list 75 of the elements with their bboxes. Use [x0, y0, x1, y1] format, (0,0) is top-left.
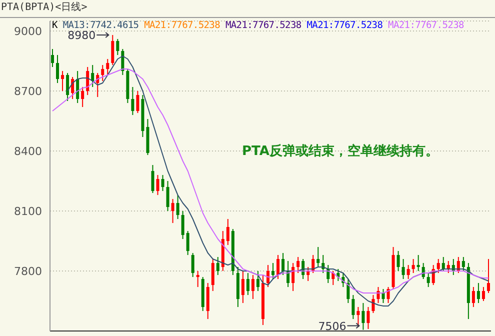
annotation: 7506: [318, 320, 346, 333]
y-tick-label: 8400: [14, 144, 42, 158]
candlestick: [216, 256, 220, 276]
candlestick: [372, 294, 375, 314]
candlestick: [186, 230, 190, 256]
candlestick: [196, 270, 200, 288]
candlestick: [356, 306, 360, 328]
candlestick: [416, 254, 420, 272]
candlestick: [156, 174, 160, 196]
candlestick: [282, 252, 285, 276]
candlestick: [276, 254, 280, 280]
candlestick: [332, 270, 335, 286]
annotation: MA21:7767.5238: [306, 20, 384, 31]
candlestick: [482, 286, 485, 302]
y-tick-label: 8700: [14, 84, 42, 98]
annotation: MA21:7767.5238: [144, 20, 222, 31]
candlestick: [412, 258, 415, 274]
candlestick: [211, 258, 214, 292]
annotation: MA21:7767.5238: [225, 20, 302, 31]
candlestick: [191, 252, 194, 278]
candlestick: [241, 270, 244, 304]
candlestick: [171, 198, 174, 224]
candlestick: [206, 282, 210, 320]
candlestick: [226, 218, 230, 246]
candlestick: [386, 286, 390, 304]
candlestick: [406, 264, 410, 280]
candlestick: [296, 256, 300, 274]
candlestick: [346, 278, 350, 304]
candlestick: [462, 256, 465, 272]
candlestick: [436, 258, 440, 274]
candlestick: [476, 282, 480, 304]
candlestick: [442, 256, 445, 272]
candlestick: [166, 180, 170, 212]
candlestick: [181, 210, 184, 240]
candlestick: [472, 286, 475, 308]
annotation: K: [52, 20, 58, 31]
candlestick: [91, 64, 94, 88]
candlestick: [161, 174, 164, 192]
candlestick: [56, 54, 60, 84]
candlestick: [151, 164, 154, 194]
candlestick: [272, 262, 274, 280]
y-tick-label: 7800: [14, 264, 42, 278]
annotation: PTA反弹或结束，空单继续持有。: [242, 142, 438, 160]
annotation: 8980: [68, 29, 96, 42]
candlestick: [76, 70, 80, 104]
candlestick: [176, 194, 180, 220]
candlestick: [246, 272, 250, 296]
candlestick: [486, 258, 490, 294]
candlestick: [266, 264, 270, 288]
candlestick: [366, 306, 370, 330]
candlestick: [111, 34, 114, 66]
text: MA21:7767.5238: [388, 20, 464, 31]
y-tick-label: 8100: [14, 204, 42, 218]
candlestick: [362, 302, 365, 330]
candlestick: [316, 246, 320, 268]
candlestick: [396, 250, 400, 272]
chart-title: PTA(BPTA)<日线>: [0, 0, 495, 18]
candlestick: [402, 258, 405, 280]
candlestick: [81, 86, 84, 108]
candlestick: [106, 58, 110, 76]
candlestick: [251, 274, 254, 300]
candlestick: [292, 262, 295, 292]
candlestick: [116, 38, 120, 56]
text: MA13:7742.4615: [62, 20, 140, 31]
candlestick: [51, 48, 54, 68]
candlestick: [61, 70, 64, 92]
candlestick: [352, 294, 355, 320]
candlestick: [131, 86, 134, 116]
candlestick: [66, 72, 70, 102]
candlestick: [382, 288, 385, 304]
candlestick: [101, 64, 104, 82]
candlestick: [136, 90, 140, 114]
candlestick: [426, 272, 430, 288]
candlestick: [256, 270, 260, 292]
y-tick-label: 9000: [14, 24, 42, 38]
